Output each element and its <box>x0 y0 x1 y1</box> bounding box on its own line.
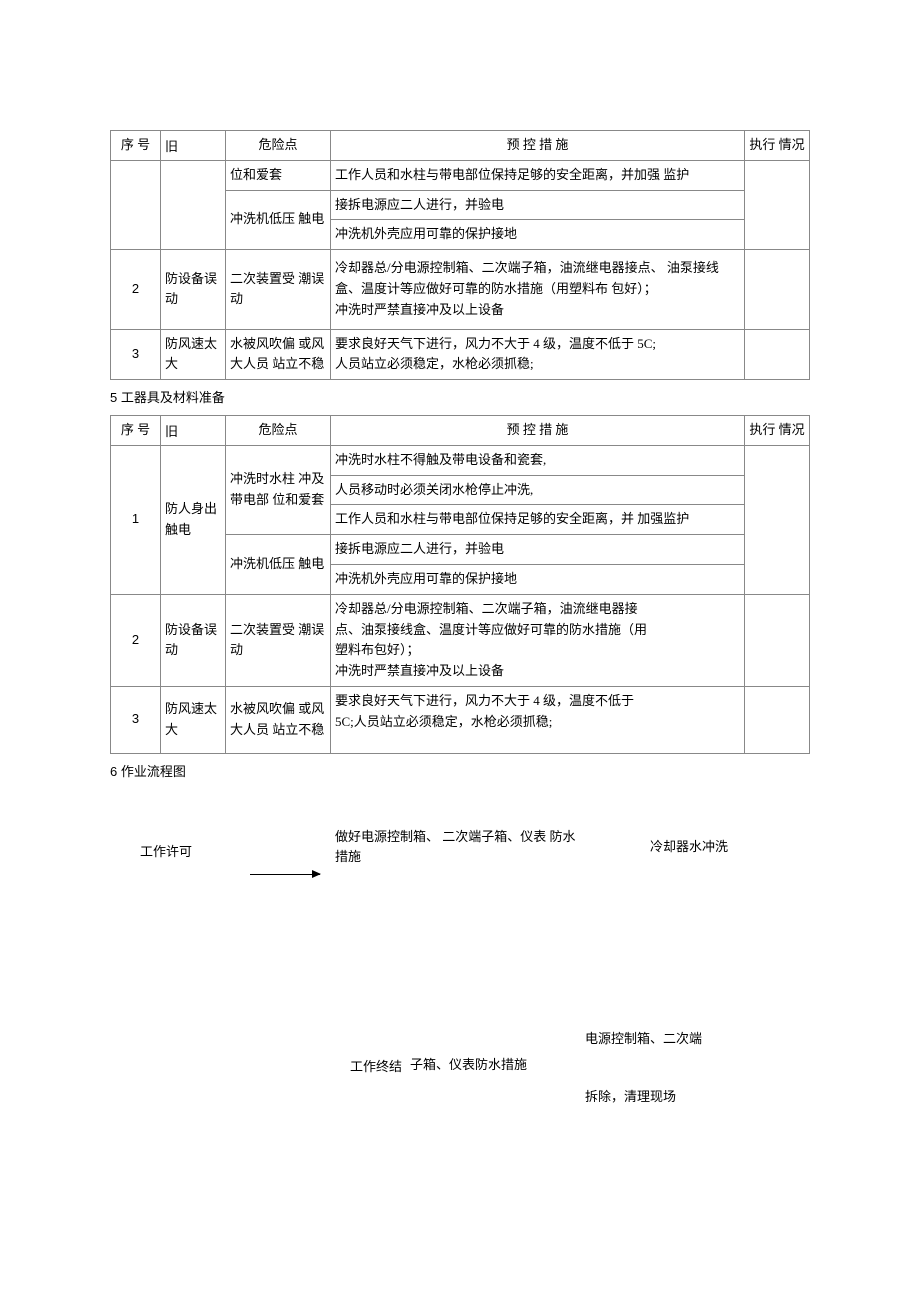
col-risk-header: 危险点 <box>226 415 331 445</box>
cell-measure: 接拆电源应二人进行，并验电 <box>331 535 745 565</box>
cell-exec <box>745 445 810 594</box>
section-6-title: 6 作业流程图 <box>110 762 810 783</box>
flow-node-end: 工作终结 <box>350 1057 402 1077</box>
table-row: 2 防设备误 动 二次装置受 潮误动 冷却器总/分电源控制箱、二次端子箱，油流继… <box>111 594 810 686</box>
table-row: 3 防风速太 大 水被风吹偏 或风大人员 站立不稳 要求良好天气下进行，风力不大… <box>111 686 810 753</box>
cell-old: 防设备误 动 <box>161 594 226 686</box>
cell-exec <box>745 160 810 249</box>
cell-seq: 2 <box>111 250 161 329</box>
cell-risk: 水被风吹偏 或风大人员 站立不稳 <box>226 329 331 380</box>
col-measure-header: 预 控 措 施 <box>331 131 745 161</box>
col-old-header: 旧 <box>161 131 226 161</box>
flow-node-waterproof-prep: 做好电源控制箱、 二次端子箱、仪表 防水 措施 <box>335 827 595 866</box>
cell-measure: 冲洗时水柱不得触及带电设备和瓷套, <box>331 445 745 475</box>
flow-node-remove-a: 子箱、仪表防水措施 <box>410 1055 527 1075</box>
cell-exec <box>745 686 810 753</box>
col-measure-header: 预 控 措 施 <box>331 415 745 445</box>
table-row: 位和爱套 工作人员和水柱与带电部位保持足够的安全距离，并加强 监护 <box>111 160 810 190</box>
flow-arrow <box>250 874 320 875</box>
cell-measure: 冷却器总/分电源控制箱、二次端子箱，油流继电器接 点、油泵接线盒、温度计等应做好… <box>331 594 745 686</box>
cell-old: 防设备误 动 <box>161 250 226 329</box>
col-seq-header: 序 号 <box>111 415 161 445</box>
cell-exec <box>745 594 810 686</box>
risk-table-2: 序 号 旧 危险点 预 控 措 施 执行 情况 1 防人身出 触电 冲洗时水柱 … <box>110 415 810 754</box>
table-header-row: 序 号 旧 危险点 预 控 措 施 执行 情况 <box>111 415 810 445</box>
cell-seq <box>111 160 161 249</box>
cell-old: 防人身出 触电 <box>161 445 226 594</box>
col-seq-header: 序 号 <box>111 131 161 161</box>
cell-measure: 工作人员和水柱与带电部位保持足够的安全距离，并加强 监护 <box>331 160 745 190</box>
table-row: 1 防人身出 触电 冲洗时水柱 冲及带电部 位和爱套 冲洗时水柱不得触及带电设备… <box>111 445 810 475</box>
col-exec-header: 执行 情况 <box>745 131 810 161</box>
cell-risk: 冲洗机低压 触电 <box>226 190 331 250</box>
cell-measure: 冲洗机外壳应用可靠的保护接地 <box>331 564 745 594</box>
col-exec-header: 执行 情况 <box>745 415 810 445</box>
cell-risk: 水被风吹偏 或风大人员 站立不稳 <box>226 686 331 753</box>
cell-exec <box>745 329 810 380</box>
cell-seq: 2 <box>111 594 161 686</box>
cell-old: 防风速太 大 <box>161 329 226 380</box>
cell-seq: 3 <box>111 329 161 380</box>
workflow-diagram: 工作许可 做好电源控制箱、 二次端子箱、仪表 防水 措施 冷却器水冲洗 工作终结… <box>110 802 810 1122</box>
flow-node-remove-b: 电源控制箱、二次端 <box>585 1029 702 1049</box>
flow-node-permit: 工作许可 <box>140 842 192 862</box>
cell-risk: 二次装置受 潮误动 <box>226 250 331 329</box>
cell-seq: 1 <box>111 445 161 594</box>
cell-measure: 要求良好天气下进行，风力不大于 4 级，温度不低于 5C; 人员站立必须稳定，水… <box>331 329 745 380</box>
table-header-row: 序 号 旧 危险点 预 控 措 施 执行 情况 <box>111 131 810 161</box>
flow-node-remove-c: 拆除，清理现场 <box>585 1087 676 1107</box>
cell-risk: 冲洗机低压 触电 <box>226 535 331 595</box>
risk-table-1: 序 号 旧 危险点 预 控 措 施 执行 情况 位和爱套 工作人员和水柱与带电部… <box>110 130 810 380</box>
cell-risk: 位和爱套 <box>226 160 331 190</box>
cell-measure: 冷却器总/分电源控制箱、二次端子箱，油流继电器接点、 油泵接线盒、温度计等应做好… <box>331 250 745 329</box>
col-risk-header: 危险点 <box>226 131 331 161</box>
cell-measure: 接拆电源应二人进行，并验电 <box>331 190 745 220</box>
cell-measure: 工作人员和水柱与带电部位保持足够的安全距离，并 加强监护 <box>331 505 745 535</box>
cell-old: 防风速太 大 <box>161 686 226 753</box>
table-row: 3 防风速太 大 水被风吹偏 或风大人员 站立不稳 要求良好天气下进行，风力不大… <box>111 329 810 380</box>
cell-risk: 二次装置受 潮误动 <box>226 594 331 686</box>
cell-risk: 冲洗时水柱 冲及带电部 位和爱套 <box>226 445 331 534</box>
col-old-header: 旧 <box>161 415 226 445</box>
cell-seq: 3 <box>111 686 161 753</box>
flow-node-wash: 冷却器水冲洗 <box>650 837 728 857</box>
cell-measure: 冲洗机外壳应用可靠的保护接地 <box>331 220 745 250</box>
table-row: 2 防设备误 动 二次装置受 潮误动 冷却器总/分电源控制箱、二次端子箱，油流继… <box>111 250 810 329</box>
section-5-title: 5 工器具及材料准备 <box>110 388 810 409</box>
cell-old <box>161 160 226 249</box>
cell-exec <box>745 250 810 329</box>
cell-measure: 人员移动时必须关闭水枪停止冲洗, <box>331 475 745 505</box>
cell-measure: 要求良好天气下进行，风力不大于 4 级，温度不低于 5C;人员站立必须稳定，水枪… <box>331 686 745 753</box>
